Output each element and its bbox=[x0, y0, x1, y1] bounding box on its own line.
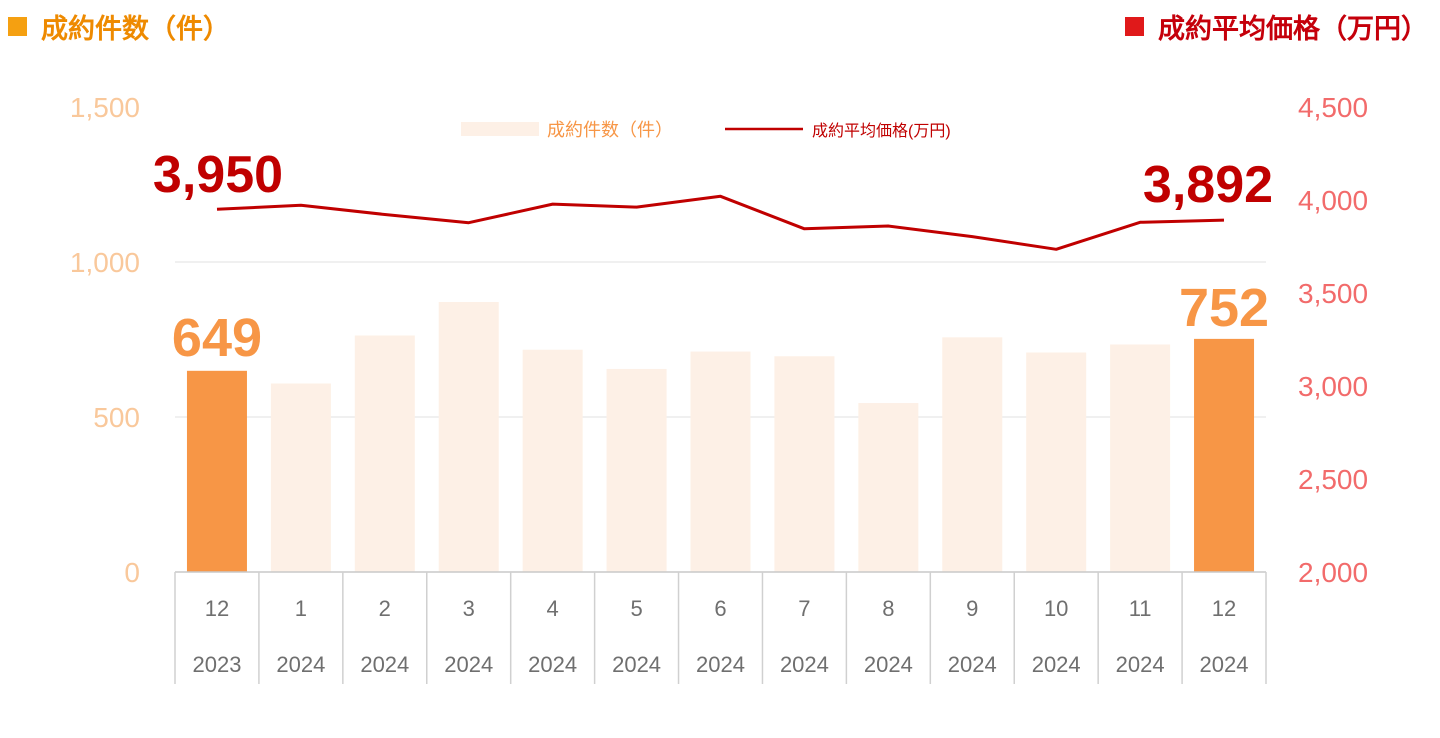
right-tick-3: 3,500 bbox=[1298, 278, 1368, 309]
right-axis: 2,000 2,500 3,000 3,500 4,000 4,500 bbox=[1298, 92, 1368, 588]
label-price-end: 3,892 bbox=[1143, 156, 1273, 214]
right-axis-title-text: 成約平均価格（万円） bbox=[1158, 13, 1428, 45]
price-line bbox=[216, 194, 1225, 251]
x-tick-month-2: 2 bbox=[379, 596, 391, 621]
bar-5 bbox=[606, 368, 667, 572]
left-axis: 0 500 1,000 1,500 bbox=[70, 92, 140, 588]
left-tick-1: 500 bbox=[93, 402, 140, 433]
bar-series bbox=[186, 301, 1255, 572]
x-tick-month-12: 12 bbox=[1212, 596, 1236, 621]
left-axis-title-text: 成約件数（件） bbox=[41, 13, 230, 45]
x-tick-month-6: 6 bbox=[714, 596, 726, 621]
x-tick-month-7: 7 bbox=[798, 596, 810, 621]
bar-1 bbox=[270, 383, 331, 572]
right-tick-4: 4,000 bbox=[1298, 185, 1368, 216]
bar-12 bbox=[1194, 338, 1255, 572]
right-tick-5: 4,500 bbox=[1298, 92, 1368, 123]
bar-4 bbox=[522, 349, 583, 572]
x-tick-year-2: 2024 bbox=[360, 652, 409, 677]
bar-10 bbox=[1026, 352, 1087, 572]
x-tick-year-0: 2023 bbox=[192, 652, 241, 677]
x-tick-month-4: 4 bbox=[547, 596, 559, 621]
x-tick-year-4: 2024 bbox=[528, 652, 577, 677]
legend-line-label: 成約平均価格(万円) bbox=[812, 122, 951, 140]
right-axis-title: 成約平均価格（万円） bbox=[1125, 6, 1428, 46]
x-tick-month-9: 9 bbox=[966, 596, 978, 621]
line-series bbox=[216, 194, 1225, 251]
x-tick-year-9: 2024 bbox=[948, 652, 997, 677]
label-price-start: 3,950 bbox=[153, 146, 283, 204]
x-tick-year-7: 2024 bbox=[780, 652, 829, 677]
orange-square-icon bbox=[8, 16, 27, 36]
x-tick-year-1: 2024 bbox=[276, 652, 325, 677]
bar-8 bbox=[858, 403, 919, 572]
x-tick-month-3: 3 bbox=[463, 596, 475, 621]
x-tick-month-10: 10 bbox=[1044, 596, 1068, 621]
right-tick-2: 3,000 bbox=[1298, 371, 1368, 402]
x-tick-year-10: 2024 bbox=[1032, 652, 1081, 677]
legend: 成約件数（件） 成約平均価格(万円) bbox=[461, 120, 951, 140]
x-tick-month-8: 8 bbox=[882, 596, 894, 621]
red-square-icon bbox=[1125, 16, 1144, 36]
x-axis: 12 2023 1 2024 2 2024 3 2024 4 2024 5 2024 6 2024 7 202… bbox=[174, 571, 1267, 684]
x-tick-year-3: 2024 bbox=[444, 652, 493, 677]
bar-3 bbox=[438, 301, 499, 572]
left-tick-0: 0 bbox=[124, 557, 140, 588]
left-tick-3: 1,500 bbox=[70, 92, 140, 123]
bar-0 bbox=[186, 370, 247, 572]
legend-bar-swatch bbox=[461, 122, 539, 136]
x-tick-year-8: 2024 bbox=[864, 652, 913, 677]
label-count-end: 752 bbox=[1179, 278, 1269, 338]
x-tick-year-11: 2024 bbox=[1116, 652, 1165, 677]
x-tick-month-1: 1 bbox=[295, 596, 307, 621]
x-tick-year-12: 2024 bbox=[1200, 652, 1249, 677]
data-labels: 3,950 3,892 649 752 bbox=[153, 146, 1273, 368]
bar-7 bbox=[774, 356, 835, 572]
x-tick-month-11: 11 bbox=[1129, 596, 1152, 621]
legend-bar-label: 成約件数（件） bbox=[547, 120, 673, 140]
label-count-start: 649 bbox=[172, 308, 262, 368]
bar-9 bbox=[942, 337, 1003, 572]
bar-2 bbox=[354, 335, 415, 572]
right-tick-0: 2,000 bbox=[1298, 557, 1368, 588]
right-tick-1: 2,500 bbox=[1298, 464, 1368, 495]
x-tick-month-0: 12 bbox=[205, 596, 229, 621]
x-tick-year-5: 2024 bbox=[612, 652, 661, 677]
bar-11 bbox=[1110, 344, 1171, 572]
left-tick-2: 1,000 bbox=[70, 247, 140, 278]
bar-6 bbox=[690, 351, 751, 572]
x-tick-year-6: 2024 bbox=[696, 652, 745, 677]
left-axis-title: 成約件数（件） bbox=[8, 6, 230, 46]
x-tick-month-5: 5 bbox=[630, 596, 642, 621]
